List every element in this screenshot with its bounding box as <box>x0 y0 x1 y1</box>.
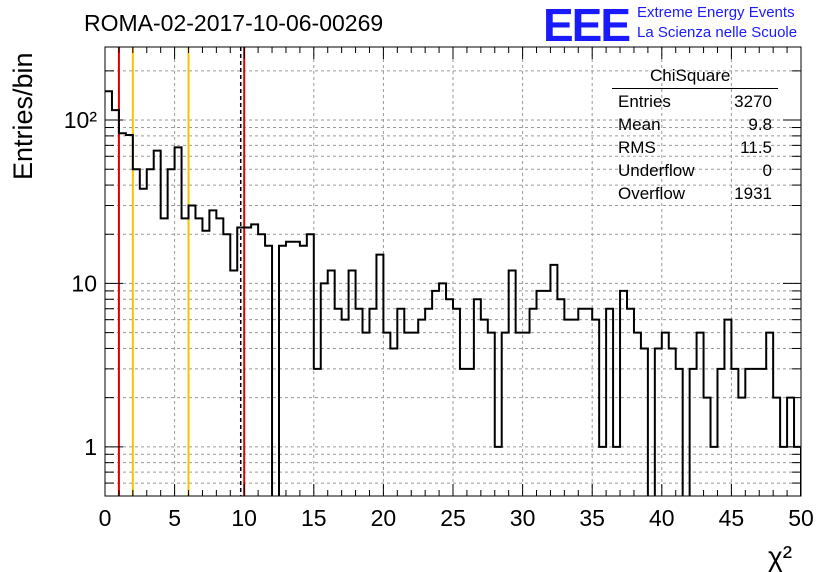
stats-row: Mean 9.8 <box>618 115 772 135</box>
stats-row-label: Overflow <box>618 184 686 203</box>
stats-row-label: RMS <box>618 138 656 157</box>
y-tick-label: 10 <box>71 270 97 296</box>
x-tick-label: 40 <box>649 505 675 531</box>
stats-box: ChiSquare Entries 3270 Mean 9.8 RMS 11.5 Under… <box>612 66 782 204</box>
x-tick-label: 5 <box>168 505 181 531</box>
stats-divider <box>612 88 778 89</box>
grid-lines <box>105 47 801 496</box>
stats-row-label: Entries <box>618 92 671 111</box>
stats-row-label: Mean <box>618 115 661 134</box>
stats-row-value: 9.8 <box>748 115 772 134</box>
x-tick-label: 15 <box>301 505 327 531</box>
stats-row: RMS 11.5 <box>618 138 772 158</box>
x-tick-label: 10 <box>231 505 257 531</box>
histogram-step-line <box>105 90 801 496</box>
x-tick-label: 30 <box>510 505 536 531</box>
histogram <box>105 90 801 496</box>
stats-row: Overflow 1931 <box>618 184 772 204</box>
stats-row-value: 1931 <box>734 184 772 203</box>
plot-title: ROMA-02-2017-10-06-00269 <box>84 10 384 36</box>
tagline-2: La Scienza nelle Scuole <box>637 24 798 41</box>
x-tick-label: 20 <box>371 505 397 531</box>
tagline-1: Extreme Energy Events <box>637 4 795 21</box>
x-tick-label: 25 <box>440 505 466 531</box>
stats-row-label: Underflow <box>618 161 695 180</box>
y-axis-label: Entries/bin <box>8 52 38 180</box>
tick-labels: 0 5 10 15 20 25 30 35 40 45 50 1 10 10² <box>64 107 814 531</box>
stats-row: Entries 3270 <box>618 92 772 112</box>
x-axis-label: χ² <box>768 541 792 572</box>
x-tick-label: 50 <box>788 505 814 531</box>
marker-lines <box>117 47 246 496</box>
y-tick-label: 1 <box>84 434 97 460</box>
stats-row-value: 11.5 <box>740 138 772 157</box>
axis-ticks <box>104 47 802 496</box>
x-tick-label: 0 <box>99 505 112 531</box>
stats-row-value: 0 <box>762 161 772 180</box>
stats-row: Underflow 0 <box>618 161 772 181</box>
x-tick-label: 35 <box>579 505 605 531</box>
eee-logo: EEE <box>543 0 631 51</box>
x-tick-label: 45 <box>719 505 745 531</box>
y-tick-label: 10² <box>64 107 98 133</box>
stats-title: ChiSquare <box>650 66 731 85</box>
stats-row-value: 3270 <box>734 92 772 111</box>
